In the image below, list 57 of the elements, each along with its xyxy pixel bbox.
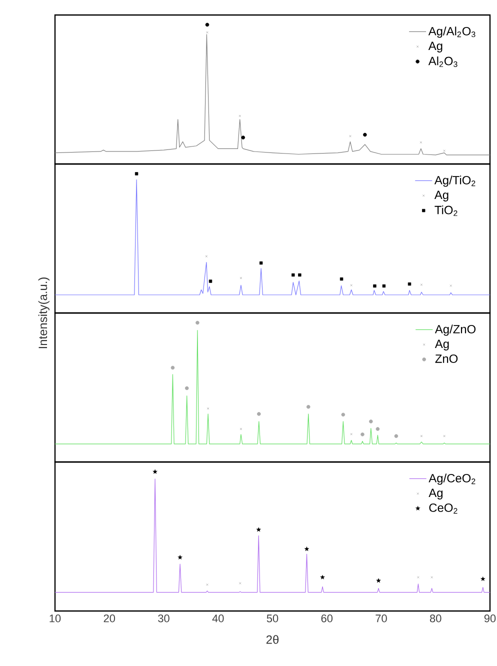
legend-label: Ag/Al$_{2}$O$_{3}$ [428, 26, 476, 38]
x-tick-label: 70 [376, 614, 387, 622]
legend-label: Ag/TiO$_{2}$ [434, 176, 476, 187]
legend-label: Ag [434, 340, 449, 350]
x-tick-label: 10 [50, 614, 61, 622]
point [240, 276, 242, 280]
point [376, 427, 380, 431]
point [363, 132, 367, 137]
point [298, 273, 302, 277]
point [259, 261, 263, 265]
point [420, 434, 423, 438]
point [241, 136, 246, 140]
x-tick-label: 60 [321, 614, 333, 622]
point [408, 282, 412, 286]
x-axis-title: 2θ [266, 635, 279, 644]
point [341, 412, 346, 417]
legend-label: Al$_{2}$O$_{3}$ [428, 56, 458, 68]
point [376, 578, 381, 583]
point [369, 420, 373, 424]
point [257, 412, 261, 416]
legend-label: TiO$_{2}$ [434, 205, 458, 216]
point [340, 277, 344, 281]
x-tick-label: 40 [212, 614, 224, 622]
point [304, 546, 310, 552]
point [184, 386, 189, 390]
point [306, 404, 310, 409]
point [205, 22, 210, 27]
x-tick-label: 80 [430, 614, 442, 622]
point [206, 407, 210, 410]
x-tick-label: 20 [104, 614, 116, 622]
x-tick-label: 30 [158, 614, 170, 622]
x-tick-label: 50 [266, 614, 278, 622]
legend-label: CeO$_{2}$ [429, 503, 458, 514]
point [360, 432, 364, 436]
point [208, 280, 212, 283]
y-axis-title: Intensity(a.u.) [38, 278, 50, 348]
point [240, 428, 242, 430]
point [320, 574, 325, 580]
point [152, 469, 158, 474]
legend-label: ZnO [435, 354, 458, 363]
point [394, 434, 398, 438]
point [196, 320, 200, 325]
point [178, 554, 183, 560]
point [420, 141, 422, 144]
legend-label: Ag/CeO$_{2}$ [428, 474, 476, 485]
legend-label: Ag [434, 190, 448, 202]
legend-label: Ag [428, 488, 442, 500]
point [480, 576, 486, 582]
point [373, 284, 376, 288]
legend-label: Ag/ZnO [434, 324, 476, 336]
x-tick-label: 90 [484, 614, 496, 622]
legend-label: Ag [428, 42, 442, 52]
point [134, 172, 138, 176]
point [256, 527, 262, 532]
point [292, 273, 295, 277]
point [170, 366, 175, 370]
point [382, 284, 386, 288]
